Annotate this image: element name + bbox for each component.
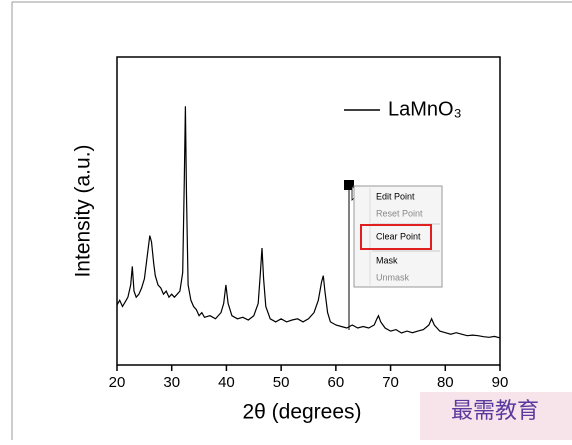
x-tick-label: 40 xyxy=(218,374,235,391)
menu-item[interactable]: Unmask xyxy=(376,272,410,282)
menu-box xyxy=(353,185,443,288)
highlight-box xyxy=(360,224,432,250)
x-tick-label: 90 xyxy=(492,374,509,391)
x-tick-label: 80 xyxy=(437,374,454,391)
menu-item[interactable]: Edit Point xyxy=(376,191,415,201)
y-axis-title: Intensity (a.u.) xyxy=(72,144,95,277)
data-reader-marker[interactable] xyxy=(344,180,354,190)
menu-item[interactable]: Reset Point xyxy=(376,208,423,218)
x-tick-label: 30 xyxy=(163,374,180,391)
x-tick-label: 70 xyxy=(382,374,399,391)
plot-frame xyxy=(116,56,501,366)
x-tick-label: 60 xyxy=(328,374,345,391)
menu-item[interactable]: Clear Point xyxy=(376,231,421,241)
menu-item[interactable]: Mask xyxy=(376,255,398,265)
data-line xyxy=(116,106,501,339)
watermark-bg xyxy=(420,392,572,440)
context-menu: Edit Point Reset Point Clear Point Mask … xyxy=(353,185,443,288)
x-tick-label: 20 xyxy=(109,374,126,391)
x-axis-title: 2θ (degrees) xyxy=(242,401,361,424)
x-tick-label: 50 xyxy=(273,374,290,391)
legend-label: LaMnO₃ xyxy=(388,98,462,120)
watermark: 最需教育 xyxy=(451,399,539,424)
